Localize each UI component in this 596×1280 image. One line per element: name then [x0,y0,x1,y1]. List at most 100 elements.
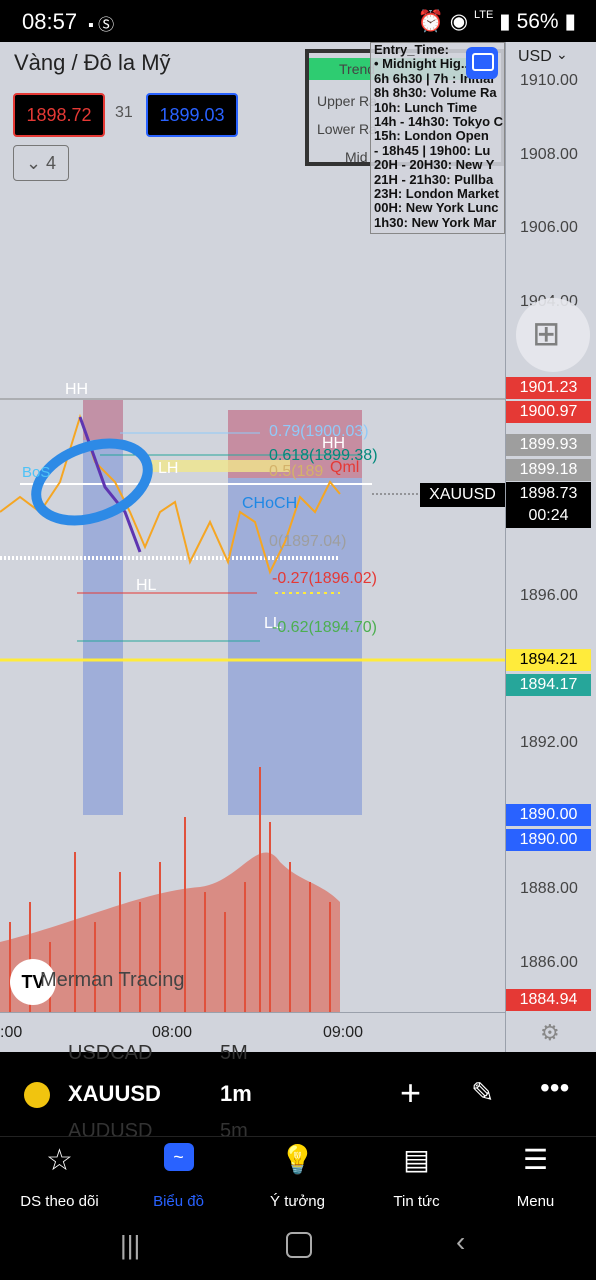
hotspot-icon: ◉ [450,10,468,33]
price-badge: 1899.93 [506,434,591,456]
system-nav: ||| ‹ [0,1220,596,1280]
gold-icon [24,1082,50,1108]
symbol-toolbar: USDCAD 5M XAUUSD 1m AUDUSD 5m + ✎ ••• [0,1052,596,1136]
price-badge: 1899.18 [506,459,591,481]
news-icon: ▤ [403,1144,429,1175]
price-tick: 1896.00 [520,587,578,605]
price-tick: 1910.00 [520,72,578,90]
price-badge: 1900.97 [506,401,591,423]
symbol-tag: XAUUSD [420,483,505,507]
session-line: 15h: London Open [374,129,504,143]
session-line: 1h30: New York Mar [374,216,504,230]
nav-chart[interactable]: ~ Biểu đồ [119,1143,238,1171]
nav-menu-label: Menu [476,1193,595,1210]
back-icon[interactable]: ‹ [456,1226,465,1258]
fib-079-label: 0.79(1900.03) [269,423,369,441]
add-icon[interactable]: + [400,1072,421,1114]
session-line: 14h - 14h30: Tokyo C [374,115,504,129]
status-bar: 08:57 ▪ Ⓢ ⏰ ◉ LTE ▮ 56% ▮ [0,0,596,42]
sell-price-button[interactable]: 1898.72 [13,93,105,137]
price-tick: 1906.00 [520,219,578,237]
zone-red-left [83,400,123,440]
battery-percent: 56% [517,10,559,33]
battery-icon: ▮ [564,10,576,33]
pencil-icon[interactable]: ✎ [471,1076,494,1109]
nav-menu[interactable]: ☰ Menu [476,1143,595,1176]
home-icon[interactable] [286,1232,312,1258]
time-tick: 09:00 [323,1024,363,1042]
toolbar-symbol[interactable]: XAUUSD [68,1081,161,1107]
session-line: 21H - 21h30: Pullba [374,173,504,187]
price-badge: 1890.00 [506,829,591,851]
mid-label: Mid [345,149,368,165]
fib-neg027-label: -0.27(1896.02) [272,570,377,588]
signal-icon: ▮ [499,10,511,33]
grid-icon: ⊞ [532,314,561,354]
status-time: 08:57 [22,9,77,35]
ghost-interval-top: 5M [220,1042,248,1065]
indicators-toggle[interactable]: ⌄ 4 [13,145,69,181]
lower-range-label: Lower Ra [317,121,377,137]
fib-neg062-label: -0.62(1894.70) [272,619,377,637]
status-right: ⏰ ◉ LTE ▮ 56% ▮ [418,9,576,34]
fullscreen-icon [472,53,494,71]
more-options-icon[interactable]: ••• [540,1072,569,1104]
price-badge: 1884.94 [506,989,591,1011]
zone-left [83,400,123,815]
nav-chart-label: Biểu đồ [119,1193,238,1210]
recents-icon[interactable]: ||| [120,1230,140,1261]
chart-icon: ~ [164,1143,194,1171]
nav-ideas[interactable]: 💡 Ý tưởng [238,1143,357,1176]
nav-ideas-label: Ý tưởng [238,1193,357,1210]
symbol-title[interactable]: Vàng / Đô la Mỹ [14,50,171,76]
nav-watchlist[interactable]: ☆ DS theo dõi [0,1143,119,1178]
lightbulb-icon: 💡 [280,1144,315,1175]
label-hh-left: HH [65,381,88,399]
status-icons: ▪ Ⓢ [88,11,114,35]
time-tick: :00 [0,1024,22,1042]
ghost-symbol-top: USDCAD [68,1042,152,1065]
session-line: 23H: London Market [374,187,504,201]
nav-news-label: Tin tức [357,1193,476,1210]
watermark-text: Merman Tracing [40,969,185,992]
label-lh: LH [158,460,178,478]
current-price-badge: 1898.73 00:24 [506,482,591,528]
time-tick: 08:00 [152,1024,192,1042]
toolbar-interval[interactable]: 1m [220,1081,252,1107]
settings-gear-icon[interactable]: ⚙ [540,1020,560,1046]
nav-news[interactable]: ▤ Tin tức [357,1143,476,1176]
star-icon: ☆ [46,1144,73,1177]
bottom-nav: ☆ DS theo dõi ~ Biểu đồ 💡 Ý tưởng ▤ Tin … [0,1136,596,1221]
price-tick: 1886.00 [520,954,578,972]
currency-selector[interactable]: USD [518,48,552,66]
chevron-down-icon: ⌄ [26,153,41,173]
alarm-icon: ⏰ [418,10,444,33]
fullscreen-button[interactable] [466,47,498,79]
price-tick: 1888.00 [520,880,578,898]
spread-value: 31 [115,104,133,122]
upper-range-label: Upper Ra [317,93,377,109]
axis-settings-button[interactable]: ⊞ [516,298,590,372]
chevron-down-icon: ⌄ [556,46,568,63]
session-line: 10h: Lunch Time [374,101,504,115]
price-tick: 1892.00 [520,734,578,752]
session-line: 00H: New York Lunc [374,201,504,215]
indicators-count: 4 [46,153,56,173]
current-price: 1898.73 [506,482,591,506]
price-badge: 1890.00 [506,804,591,826]
nav-watchlist-label: DS theo dõi [0,1193,119,1210]
price-axis[interactable]: USD ⌄ 1910.00 1908.00 1906.00 1904.00 18… [505,42,596,1052]
chart-area[interactable]: HH HH LH Qml BoS CHoCH HL LL 0.79(1900.0… [0,42,596,1052]
label-choch: CHoCH [242,495,297,513]
price-tick: 1908.00 [520,146,578,164]
session-line: 20H - 20H30: New Y [374,158,504,172]
hamburger-icon: ☰ [523,1144,548,1175]
price-badge: 1901.23 [506,377,591,399]
buy-price-button[interactable]: 1899.03 [146,93,238,137]
bar-countdown: 00:24 [506,506,591,526]
session-line: - 18h45 | 19h00: Lu [374,144,504,158]
label-bos: BoS [22,464,50,481]
price-badge: 1894.21 [506,649,591,671]
network-label: LTE [474,9,493,21]
price-badge: 1894.17 [506,674,591,696]
